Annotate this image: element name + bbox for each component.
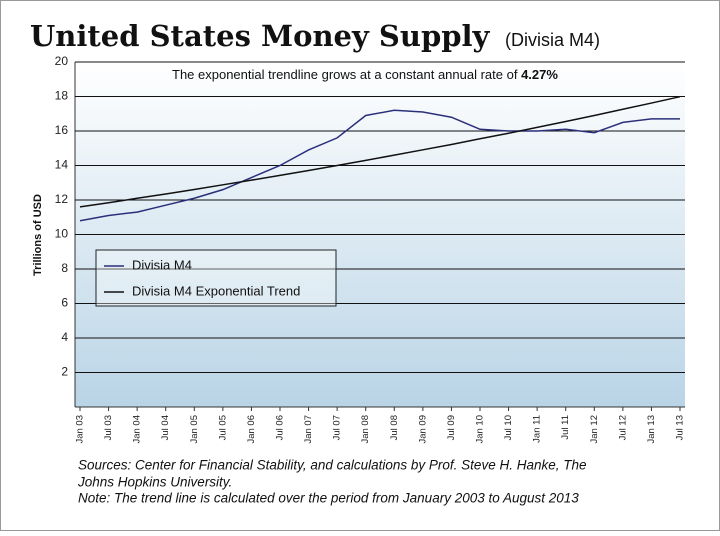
x-tick-label: Jul 10 bbox=[503, 415, 514, 440]
x-tick-label: Jul 12 bbox=[617, 415, 628, 440]
x-tick-label: Jul 09 bbox=[446, 415, 457, 440]
series-line bbox=[79, 95, 681, 208]
annotation: The exponential trendline grows at a con… bbox=[172, 67, 558, 82]
y-tick-label: 20 bbox=[55, 54, 69, 68]
y-tick-label: 4 bbox=[61, 330, 68, 344]
x-tick-label: Jan 04 bbox=[132, 415, 143, 444]
y-tick-label: 2 bbox=[61, 365, 68, 379]
y-tick-label: 18 bbox=[55, 89, 69, 103]
note-line: Note: The trend line is calculated over … bbox=[78, 491, 579, 506]
chart-title: United States Money Supply bbox=[30, 19, 491, 53]
y-tick-label: 12 bbox=[55, 192, 69, 206]
legend-box bbox=[95, 249, 337, 307]
x-tick-label: Jan 07 bbox=[303, 415, 314, 444]
x-tick-label: Jan 10 bbox=[475, 415, 486, 444]
x-tick-label: Jan 08 bbox=[360, 415, 371, 444]
y-tick-label: 16 bbox=[55, 123, 69, 137]
legend-label: Divisia M4 bbox=[132, 257, 192, 272]
y-tick-label: 10 bbox=[55, 227, 69, 241]
x-tick-label: Jul 03 bbox=[103, 415, 114, 440]
x-tick-label: Jan 06 bbox=[246, 415, 257, 444]
chart-subtitle: (Divisia M4) bbox=[505, 30, 600, 50]
x-tick-label: Jan 09 bbox=[417, 415, 428, 444]
x-tick-label: Jul 08 bbox=[389, 415, 400, 440]
y-tick-label: 14 bbox=[55, 158, 69, 172]
annotation-text: The exponential trendline grows at a con… bbox=[172, 67, 518, 82]
x-tick-label: Jan 13 bbox=[646, 415, 657, 444]
x-tick-label: Jan 12 bbox=[589, 415, 600, 444]
x-tick-label: Jul 06 bbox=[275, 415, 286, 440]
legend-label: Divisia M4 Exponential Trend bbox=[132, 283, 300, 298]
annotation-rate: 4.27% bbox=[521, 67, 558, 82]
x-tick-label: Jul 07 bbox=[332, 415, 343, 440]
x-tick-label: Jul 05 bbox=[217, 415, 228, 440]
x-tick-label: Jul 11 bbox=[560, 415, 571, 440]
y-tick-label: 8 bbox=[61, 261, 68, 275]
series-line bbox=[79, 109, 680, 222]
x-tick-label: Jul 13 bbox=[675, 415, 686, 440]
sources-line: Sources: Center for Financial Stability,… bbox=[78, 458, 587, 473]
x-tick-label: Jul 04 bbox=[160, 415, 171, 440]
sources-line: Johns Hopkins University. bbox=[77, 475, 232, 490]
x-tick-label: Jan 11 bbox=[532, 415, 543, 443]
y-tick-label: 6 bbox=[61, 296, 68, 310]
y-axis-label: Trillions of USD bbox=[32, 194, 44, 276]
x-tick-label: Jan 03 bbox=[75, 415, 86, 444]
x-tick-label: Jan 05 bbox=[189, 415, 200, 444]
